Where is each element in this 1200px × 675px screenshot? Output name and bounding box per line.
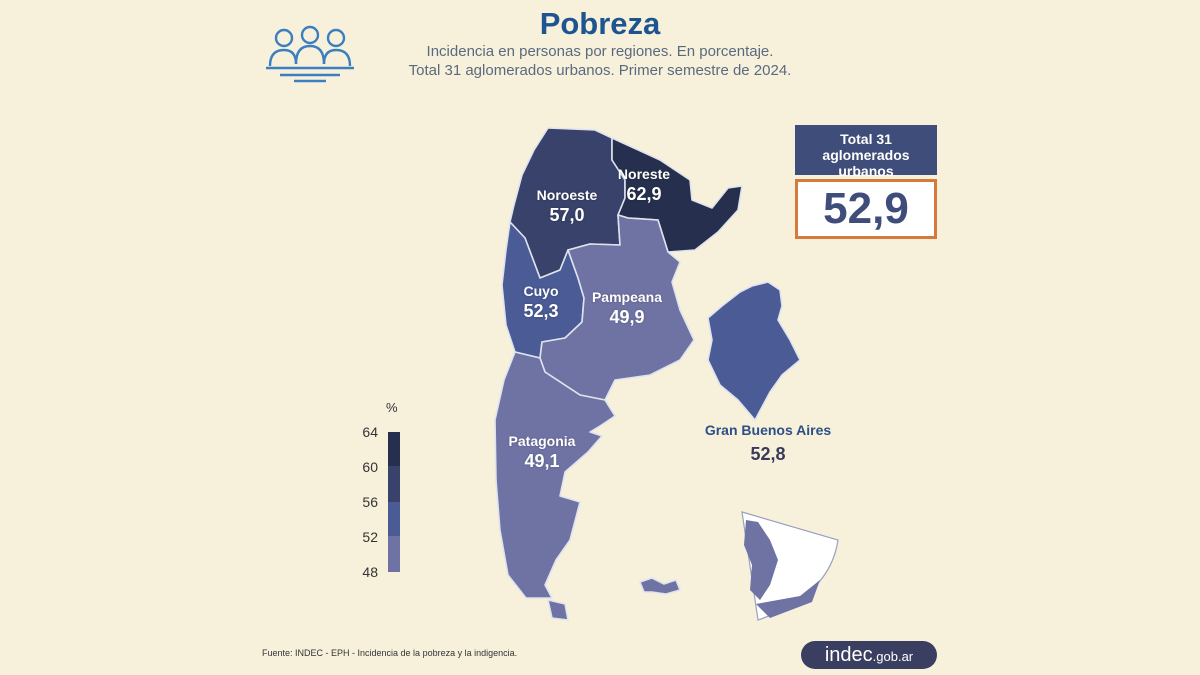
legend-swatch — [388, 536, 400, 572]
logo-main: indec — [824, 644, 873, 666]
label-gba: Gran Buenos Aires 52,8 — [690, 422, 846, 465]
legend-swatch — [388, 502, 400, 536]
people-icon — [266, 25, 354, 83]
region-patagonia[interactable] — [494, 351, 616, 599]
malvinas-islands — [639, 577, 681, 595]
antarctic-sector — [741, 511, 839, 621]
region-value: 57,0 — [549, 205, 585, 225]
region-name: Noreste — [617, 166, 671, 182]
region-name: Patagonia — [508, 433, 576, 449]
region-name: Noroeste — [536, 187, 598, 203]
subtitle-line-1: Incidencia en personas por regiones. En … — [426, 43, 774, 60]
indec-logo[interactable]: indec.gob.ar — [801, 641, 937, 669]
region-name: Pampeana — [591, 289, 663, 305]
page-title: Pobreza — [539, 6, 661, 41]
tierra-del-fuego — [547, 599, 569, 621]
total-label: Total 31 aglomerados urbanos — [795, 125, 937, 179]
label-cuyo: Cuyo 52,3 — [510, 283, 572, 322]
source-note: Fuente: INDEC - EPH - Incidencia de la p… — [262, 648, 518, 658]
logo-suffix: .gob.ar — [872, 649, 914, 664]
legend-tick: 60 — [362, 459, 378, 475]
legend-unit: % — [386, 400, 398, 415]
region-pampeana[interactable] — [539, 214, 695, 401]
region-value: 49,1 — [524, 451, 560, 471]
region-noreste[interactable] — [611, 137, 743, 253]
region-value: 52,3 — [523, 301, 559, 321]
region-name: Gran Buenos Aires — [704, 422, 832, 438]
legend-tick: 52 — [362, 529, 378, 545]
legend-swatch — [388, 466, 400, 502]
region-value: 52,8 — [750, 444, 786, 464]
legend-tick: 48 — [362, 564, 378, 580]
label-noroeste: Noroeste 57,0 — [528, 187, 606, 226]
region-name: Cuyo — [523, 283, 559, 299]
region-gba[interactable] — [707, 281, 801, 421]
subtitle: Incidencia en personas por regiones. En … — [340, 42, 860, 80]
total-box: Total 31 aglomerados urbanos 52,9 — [795, 125, 937, 247]
label-noreste: Noreste 62,9 — [610, 166, 678, 205]
region-value: 62,9 — [626, 184, 662, 204]
subtitle-line-2: Total 31 aglomerados urbanos. Primer sem… — [408, 62, 792, 79]
legend-swatch — [388, 432, 400, 466]
legend-tick: 64 — [362, 424, 378, 440]
legend-color-bar — [388, 432, 400, 572]
region-value: 49,9 — [609, 307, 645, 327]
total-value: 52,9 — [795, 179, 937, 239]
legend-tick: 56 — [362, 494, 378, 510]
label-patagonia: Patagonia 49,1 — [500, 433, 584, 472]
label-pampeana: Pampeana 49,9 — [582, 289, 672, 328]
